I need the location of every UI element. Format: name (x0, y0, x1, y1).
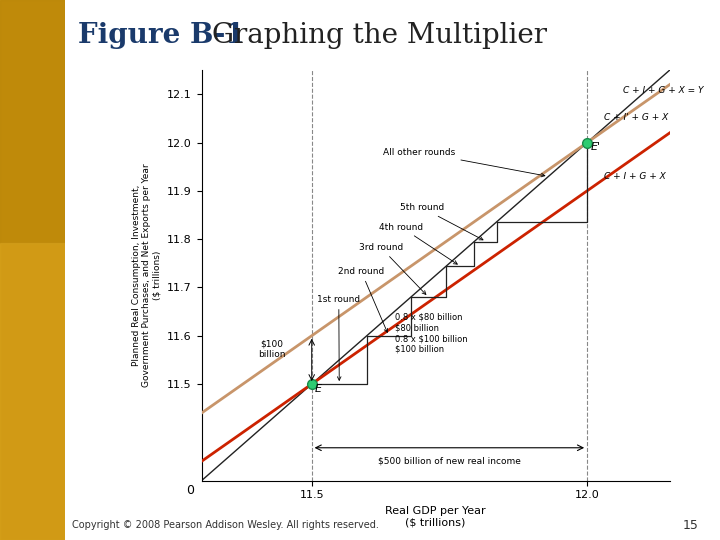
Text: Copyright © 2008 Pearson Addison Wesley. All rights reserved.: Copyright © 2008 Pearson Addison Wesley.… (72, 520, 379, 530)
Text: 0.8 x $80 billion: 0.8 x $80 billion (395, 313, 463, 322)
Text: Graphing the Multiplier: Graphing the Multiplier (212, 22, 547, 49)
Text: 2nd round: 2nd round (338, 267, 387, 332)
Text: 5th round: 5th round (400, 203, 483, 240)
Text: $500 billion of new real income: $500 billion of new real income (378, 456, 521, 465)
Text: C + I' + G + X: C + I' + G + X (603, 113, 667, 122)
Text: 0.8 x $100 billion: 0.8 x $100 billion (395, 334, 468, 343)
Y-axis label: Planned Real Consumption, Investment,
Government Purchases, and Net Exports per : Planned Real Consumption, Investment, Go… (132, 164, 161, 387)
Bar (0, 0, 65, 243)
Text: 4th round: 4th round (379, 222, 457, 264)
Text: $100
billion: $100 billion (258, 340, 285, 359)
Text: All other rounds: All other rounds (383, 148, 545, 177)
Text: E: E (315, 384, 322, 394)
Text: E': E' (590, 143, 600, 152)
Text: C + I + G + X = Y: C + I + G + X = Y (623, 86, 703, 95)
Text: 1st round: 1st round (318, 295, 360, 380)
Text: 0: 0 (186, 484, 194, 497)
Text: 15: 15 (683, 518, 698, 532)
Text: $100 billion: $100 billion (395, 345, 444, 354)
Text: $80 billion: $80 billion (395, 323, 439, 333)
Bar (0, 243, 65, 540)
Text: Figure B-1: Figure B-1 (78, 22, 245, 49)
Text: C + I + G + X: C + I + G + X (603, 172, 665, 181)
Text: 3rd round: 3rd round (359, 243, 426, 294)
X-axis label: Real GDP per Year
($ trillions): Real GDP per Year ($ trillions) (385, 506, 486, 528)
